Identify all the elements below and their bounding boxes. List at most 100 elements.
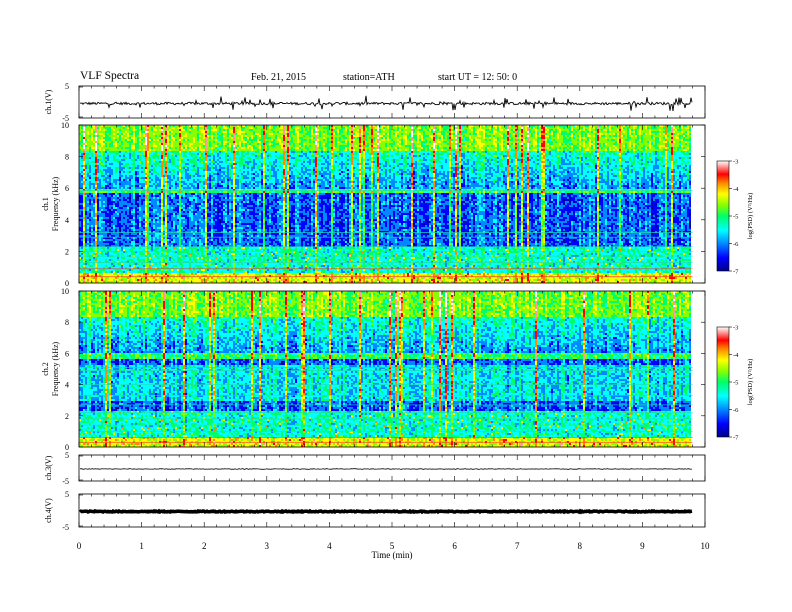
spectrogram-cell (199, 133, 201, 135)
spectrogram-cell (585, 129, 587, 131)
spectrogram-cell (645, 129, 647, 131)
spectrogram-cell (531, 127, 533, 129)
spectrogram-cell (331, 131, 333, 133)
spectrogram-cell (297, 129, 299, 131)
spectrogram-cell (643, 129, 645, 131)
spectrogram-cell (581, 131, 583, 133)
spectrogram-cell (93, 127, 95, 129)
spectrogram-cell (491, 129, 493, 131)
spectrogram-cell (87, 127, 89, 129)
spectrogram-cell (403, 131, 405, 133)
spectrogram-cell (595, 127, 597, 129)
spectrogram-cell (533, 129, 535, 131)
spectrogram-cell (479, 131, 481, 133)
spectrogram-cell (383, 129, 385, 131)
spectrogram-cell (571, 127, 573, 129)
spectrogram-cell (313, 131, 315, 133)
spectrogram-cell (125, 133, 127, 135)
spectrogram-cell (591, 127, 593, 129)
spectrogram-cell (343, 129, 345, 131)
spectrogram-cell (85, 129, 87, 131)
spectrogram-cell (465, 129, 467, 131)
spectrogram-cell (165, 129, 167, 131)
spectrogram-cell (637, 127, 639, 129)
spectrogram-cell (563, 131, 565, 133)
spectrogram-cell (537, 131, 539, 133)
spectrogram-cell (249, 131, 251, 133)
spectrogram-cell (407, 131, 409, 133)
spectrogram-cell (639, 127, 641, 129)
spectrogram-cell (263, 131, 265, 133)
spectrogram-cell (377, 129, 379, 131)
spectrogram-cell (515, 131, 517, 133)
spectrogram-cell (121, 133, 123, 135)
spectrogram-cell (271, 129, 273, 131)
spectrogram-cell (183, 127, 185, 129)
spectrogram-cell (135, 129, 137, 131)
spectrogram-cell (317, 131, 319, 133)
spectrogram-cell (113, 133, 115, 135)
spectrogram-cell (633, 131, 635, 133)
spectrogram-cell (257, 129, 259, 131)
spectrogram-cell (241, 131, 243, 133)
spectrogram-cell (369, 127, 371, 129)
spectrogram-cell (481, 127, 483, 129)
spectrogram-cell (483, 131, 485, 133)
spectrogram-cell (127, 133, 129, 135)
spectrogram-cell (641, 131, 643, 133)
spectrogram-cell (511, 127, 513, 129)
spectrogram-cell (135, 131, 137, 133)
spectrogram-cell (245, 127, 247, 129)
spectrogram-cell (377, 127, 379, 129)
spectrogram-cell (329, 131, 331, 133)
spectrogram-cell (653, 131, 655, 133)
spectrogram-cell (179, 131, 181, 133)
spectrogram-cell (449, 127, 451, 129)
spectrogram-cell (501, 127, 503, 129)
spectrogram-cell (687, 127, 689, 129)
spectrogram-cell (147, 131, 149, 133)
spectrogram-cell (341, 131, 343, 133)
spectrogram-cell (573, 131, 575, 133)
spectrogram-cell (367, 129, 369, 131)
spectrogram-cell (149, 129, 151, 131)
spectrogram-cell (547, 129, 549, 131)
spectrogram-cell (105, 129, 107, 131)
spectrogram-cell (327, 131, 329, 133)
spectrogram-cell (303, 127, 305, 129)
spectrogram-cell (435, 129, 437, 131)
spectrogram-cell (469, 129, 471, 131)
spectrogram-cell (357, 129, 359, 131)
spectrogram-cell (359, 131, 361, 133)
spectrogram-cell (599, 129, 601, 131)
spectrogram-cell (421, 129, 423, 131)
spectrogram-cell (545, 129, 547, 131)
spectrogram-cell (629, 131, 631, 133)
spectrogram-cell (269, 131, 271, 133)
spectrogram-cell (353, 131, 355, 133)
spectrogram-cell (637, 131, 639, 133)
spectrogram-cell (533, 131, 535, 133)
spectrogram-cell (309, 127, 311, 129)
spectrogram-cell (561, 127, 563, 129)
spectrogram-cell (501, 129, 503, 131)
spectrogram-cell (557, 131, 559, 133)
spectrogram-cell (89, 129, 91, 131)
spectrogram-cell (431, 127, 433, 129)
spectrogram-cell (129, 129, 131, 131)
spectrogram-cell (621, 129, 623, 131)
spectrogram-cell (411, 131, 413, 133)
spectrogram-cell (167, 129, 169, 131)
spectrogram-cell (97, 129, 99, 131)
spectrogram-cell (683, 127, 685, 129)
spectrogram-cell (511, 129, 513, 131)
spectrogram-cell (419, 129, 421, 131)
spectrogram-cell (283, 129, 285, 131)
spectrogram-cell (499, 129, 501, 131)
spectrogram-cell (499, 127, 501, 129)
spectrogram-cell (659, 129, 661, 131)
spectrogram-cell (583, 131, 585, 133)
spectrogram-cell (519, 129, 521, 131)
spectrogram-cell (323, 131, 325, 133)
spectrogram-cell (247, 129, 249, 131)
